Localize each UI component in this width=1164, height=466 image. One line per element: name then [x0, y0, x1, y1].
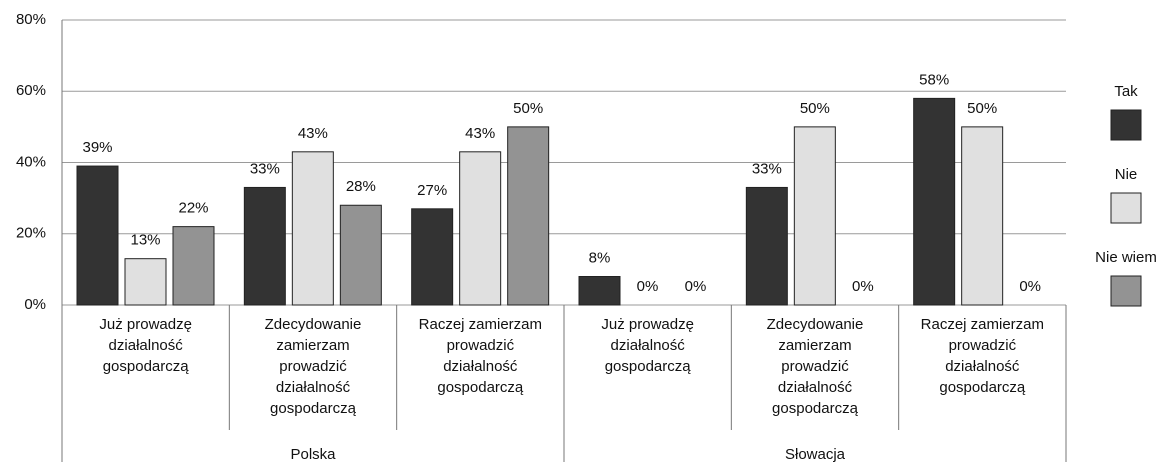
y-tick-label: 80%	[16, 11, 46, 28]
label-line: działalność	[109, 337, 184, 354]
x-tick-label: Raczej zamierzam prowadzić działalność gosp…	[921, 316, 1044, 396]
value-label: 50%	[967, 100, 997, 117]
label-line: Już prowadzę	[601, 316, 694, 333]
label-line: Zdecydowanie	[767, 316, 864, 333]
bar	[339, 204, 382, 306]
bar	[578, 276, 621, 306]
bar	[243, 186, 286, 306]
value-label: 33%	[250, 160, 280, 177]
value-label: 13%	[130, 232, 160, 249]
bar	[745, 186, 788, 306]
x-tick-label: Zdecydowanie zamierzam prowadzić działalnoś…	[265, 316, 362, 417]
label-line: prowadzić	[279, 358, 347, 375]
bar	[172, 226, 215, 306]
x-tick-label: Zdecydowanie zamierzam prowadzić działalnoś…	[767, 316, 864, 417]
value-label: 27%	[417, 182, 447, 199]
bar	[459, 151, 502, 306]
value-label: 8%	[589, 249, 611, 266]
value-label: 43%	[298, 125, 328, 142]
label-line: gospodarczą	[103, 358, 190, 375]
value-label: 50%	[800, 100, 830, 117]
bar	[793, 126, 836, 306]
value-label: 58%	[919, 71, 949, 88]
value-label: 0%	[852, 278, 874, 295]
value-label: 43%	[465, 125, 495, 142]
value-label: 39%	[82, 139, 112, 156]
label-line: gospodarczą	[270, 400, 357, 417]
bar	[124, 258, 167, 306]
label-line: działalność	[276, 379, 351, 396]
y-tick-label: 20%	[16, 225, 46, 242]
bar	[507, 126, 550, 306]
value-label: 28%	[346, 178, 376, 195]
label-line: gospodarczą	[437, 379, 524, 396]
label-line: działalność	[778, 379, 853, 396]
label-line: Raczej zamierzam	[921, 316, 1044, 333]
value-label: 33%	[752, 160, 782, 177]
bar	[411, 208, 454, 306]
bar	[913, 97, 956, 306]
value-label: 0%	[637, 278, 659, 295]
value-label: 0%	[685, 278, 707, 295]
label-line: Raczej zamierzam	[419, 316, 542, 333]
legend-swatch	[1110, 109, 1142, 141]
bar	[961, 126, 1004, 306]
x-tick-label: Raczej zamierzam prowadzić działalność gosp…	[419, 316, 542, 396]
y-tick-label: 60%	[16, 82, 46, 99]
label-line: gospodarczą	[939, 379, 1026, 396]
label-line: gospodarczą	[605, 358, 692, 375]
y-tick-label: 0%	[24, 296, 46, 313]
legend-label: Nie wiem	[1095, 249, 1157, 266]
label-line: Zdecydowanie	[265, 316, 362, 333]
legend-swatch	[1110, 275, 1142, 307]
label-line: prowadzić	[949, 337, 1017, 354]
label-line: zamierzam	[778, 337, 851, 354]
label-line: działalność	[945, 358, 1020, 375]
x-tick-label: Już prowadzę działalność gospodarczą	[99, 316, 192, 375]
label-line: zamierzam	[276, 337, 349, 354]
value-label: 0%	[1019, 278, 1041, 295]
bar	[76, 165, 119, 306]
legend-label: Tak	[1114, 83, 1138, 100]
bar	[291, 151, 334, 306]
group-label: Polska	[290, 446, 336, 463]
label-line: działalność	[443, 358, 518, 375]
legend-swatch	[1110, 192, 1142, 224]
label-line: gospodarczą	[772, 400, 859, 417]
group-label: Słowacja	[785, 446, 846, 463]
x-tick-label: Już prowadzę działalność gospodarczą	[601, 316, 694, 375]
label-line: Już prowadzę	[99, 316, 192, 333]
value-label: 22%	[178, 200, 208, 217]
y-tick-label: 40%	[16, 153, 46, 170]
legend-label: Nie	[1115, 166, 1138, 183]
value-label: 50%	[513, 100, 543, 117]
label-line: prowadzić	[447, 337, 515, 354]
label-line: działalność	[611, 337, 686, 354]
label-line: prowadzić	[781, 358, 849, 375]
